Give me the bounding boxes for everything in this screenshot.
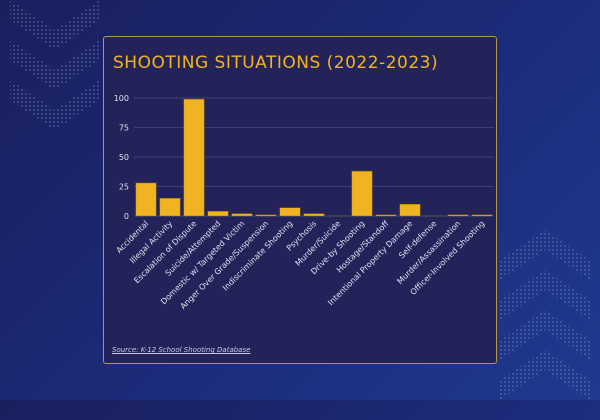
y-tick-label: 100	[114, 94, 129, 103]
bar	[400, 204, 420, 216]
bar	[208, 211, 228, 216]
decorative-chevrons-right-icon	[495, 220, 600, 420]
y-tick-label: 50	[119, 153, 129, 162]
bar	[136, 183, 156, 216]
decorative-chevrons-left-icon	[0, 0, 110, 400]
x-tick-label: Anger Over Grade/Suspension	[178, 219, 270, 311]
source-link[interactable]: Source: K-12 School Shooting Database	[112, 346, 250, 354]
y-tick-label: 0	[124, 212, 129, 221]
y-tick-label: 25	[119, 183, 129, 192]
bar	[448, 215, 468, 216]
bar	[376, 215, 396, 216]
bar	[352, 171, 372, 216]
bar	[472, 215, 492, 216]
bar	[304, 214, 324, 216]
bar	[160, 198, 180, 216]
bar	[256, 215, 276, 216]
y-tick-label: 75	[119, 124, 129, 133]
bar	[184, 99, 204, 216]
bar	[232, 214, 252, 216]
bar	[280, 208, 300, 216]
